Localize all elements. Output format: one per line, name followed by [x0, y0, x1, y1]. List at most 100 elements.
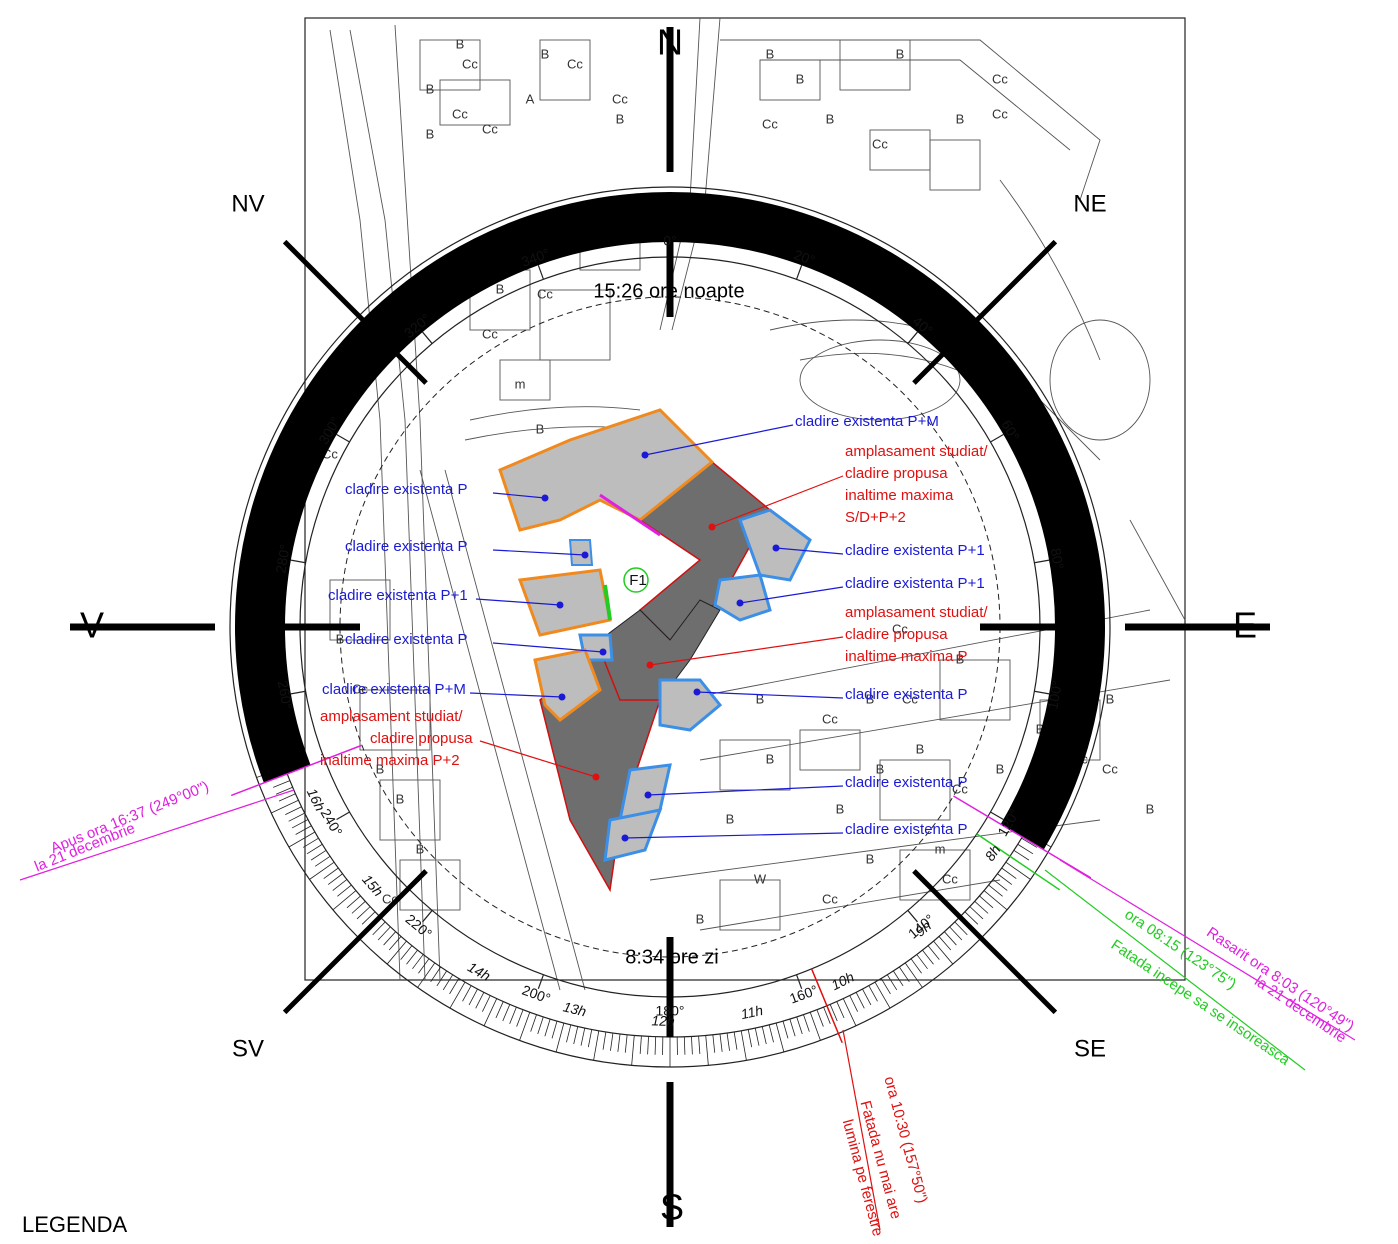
building-pointer: [492, 549, 586, 556]
degree-tick: [290, 690, 306, 695]
building-dot: [641, 451, 649, 459]
scale-tick: [775, 1022, 785, 1053]
scale-tick: [388, 936, 402, 951]
diagonal-bar: [912, 239, 1058, 385]
scale-tick: [332, 890, 357, 911]
map-label: m: [515, 376, 526, 391]
scale-tick: [796, 1016, 803, 1035]
building-label: cladire existenta P+1: [845, 542, 985, 559]
scale-tick: [789, 1018, 796, 1037]
scale-tick: [874, 981, 891, 1009]
scale-tick: [519, 1012, 531, 1041]
building-dot: [772, 544, 780, 552]
legend-title: LEGENDA: [22, 1212, 127, 1237]
map-label: B: [726, 811, 735, 826]
map-label: B: [376, 761, 385, 776]
scale-tick: [862, 988, 872, 1006]
scale-tick: [1017, 843, 1034, 855]
degree-label: 180°: [656, 1003, 685, 1019]
building-label: cladire existenta P: [845, 686, 968, 703]
scale-tick: [442, 974, 454, 991]
building-pointer: [775, 547, 844, 555]
building-label: cladire existenta P+M: [322, 681, 466, 698]
scale-tick: [1001, 867, 1017, 879]
diagonal-bar: [282, 869, 428, 1015]
site-map-lines: [329, 17, 1186, 991]
map-label: Cc: [612, 91, 628, 106]
building-dot: [693, 688, 701, 696]
existing-building-p1-e: [713, 573, 772, 622]
scale-tick: [372, 921, 386, 936]
degree-label: 160°: [787, 982, 820, 1007]
scale-tick: [288, 812, 305, 822]
scale-tick: [302, 837, 319, 848]
scale-tick: [502, 1004, 511, 1022]
sunset-leader: [19, 789, 295, 881]
label-south: S: [660, 1187, 684, 1228]
scale-tick: [1021, 837, 1038, 848]
map-label: B: [796, 71, 805, 86]
label-north: N: [657, 22, 683, 63]
scale-tick: [346, 895, 361, 909]
scale-tick: [842, 998, 857, 1026]
building-label: cladire existenta P: [845, 774, 968, 791]
facade-end-ray: [810, 968, 843, 1044]
map-label: B: [756, 691, 765, 706]
map-label: B: [1146, 801, 1155, 816]
building-dot: [558, 693, 566, 701]
map-label: B: [536, 421, 545, 436]
label-east: E: [1233, 605, 1257, 646]
label-northwest: NV: [231, 190, 264, 217]
label-west: V: [80, 605, 104, 646]
facade-f1-circle: [623, 567, 649, 593]
scale-tick: [337, 884, 352, 897]
scale-tick: [631, 1035, 635, 1066]
scale-tick: [683, 1036, 686, 1055]
building-label: cladire existenta P+M: [795, 413, 939, 430]
scale-tick: [377, 926, 391, 941]
scale-tick: [816, 1009, 824, 1027]
building-dot: [644, 791, 652, 799]
scale-tick: [449, 981, 466, 1009]
map-label: Cc: [482, 121, 498, 136]
map-label: B: [876, 761, 885, 776]
studied-label-line1: amplasament studiat/: [845, 604, 988, 621]
scale-tick: [969, 906, 984, 920]
degree-tick: [907, 331, 918, 344]
map-label: B: [416, 841, 425, 856]
scale-tick: [886, 974, 898, 991]
degree-tick: [336, 433, 350, 443]
scale-tick: [275, 786, 293, 795]
map-label: B: [426, 81, 435, 96]
degree-tick: [537, 974, 545, 989]
map-label: B: [696, 911, 705, 926]
scale-tick: [647, 1036, 649, 1055]
scale-tick: [927, 945, 940, 960]
scale-tick: [868, 985, 878, 1002]
degree-tick: [1034, 690, 1050, 695]
studied-label-line1: amplasament studiat/: [320, 708, 463, 725]
scale-tick: [462, 985, 472, 1002]
map-label: B: [396, 791, 405, 806]
scale-tick: [849, 995, 858, 1012]
map-label: Cc: [482, 326, 498, 341]
scale-tick: [580, 1027, 586, 1046]
map-label: Cc: [952, 781, 968, 796]
map-label: m: [935, 841, 946, 856]
scale-tick: [944, 931, 957, 946]
scale-tick: [551, 1021, 558, 1039]
scale-tick: [400, 945, 413, 960]
scale-tick: [314, 855, 331, 867]
studied-pointer: [711, 475, 844, 528]
map-label: B: [616, 111, 625, 126]
scale-tick: [555, 1022, 565, 1053]
existing-building-pm-w: [533, 648, 602, 722]
scale-tick: [468, 988, 478, 1006]
scale-tick: [278, 793, 296, 802]
hour-label: 12h: [651, 1012, 675, 1028]
scale-tick: [495, 1001, 504, 1019]
building-pointer: [475, 598, 561, 606]
site-buildings: [498, 408, 812, 893]
